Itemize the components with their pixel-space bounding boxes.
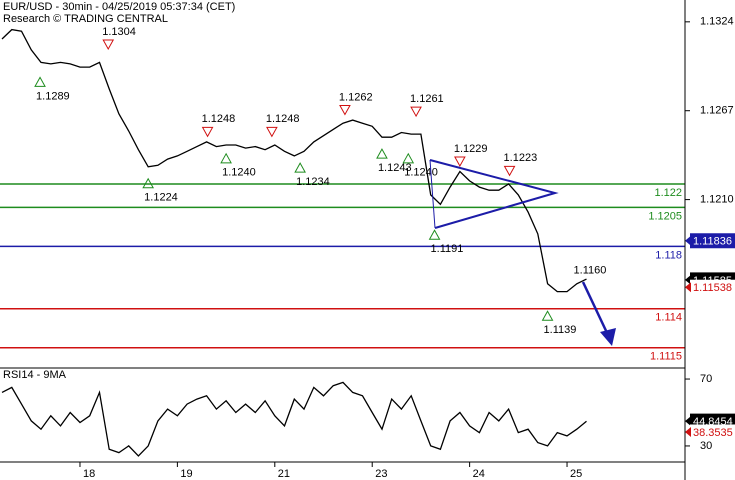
swing-label: 1.1243 — [378, 162, 412, 174]
chart-title: EUR/USD - 30min - 04/25/2019 05:37:34 (C… — [3, 1, 235, 13]
x-tick-label: 24 — [473, 468, 485, 480]
x-tick-label: 18 — [83, 468, 95, 480]
swing-label: 1.1234 — [296, 176, 330, 188]
swing-high-marker — [339, 105, 351, 116]
swing-label: 1.1229 — [454, 143, 488, 155]
price-tag — [690, 424, 735, 440]
price-tag-pointer — [685, 426, 691, 437]
price-tag-pointer — [685, 416, 691, 427]
panel-title: RSI14 - 9MA — [3, 369, 67, 381]
price-line — [1, 381, 587, 457]
level-label: 1.1115 — [650, 351, 682, 363]
swing-low-marker — [376, 148, 388, 159]
swing-label: 1.1240 — [404, 167, 438, 179]
swing-low-marker — [541, 310, 554, 321]
price-tag — [690, 233, 735, 249]
swing-low-marker — [294, 162, 306, 173]
price-tag-label: 38.3535 — [693, 427, 733, 439]
level-label: 1.118 — [655, 249, 682, 261]
x-tick-label: 23 — [375, 468, 387, 480]
swing-label: 1.1261 — [410, 93, 444, 105]
swing-high-marker — [503, 165, 516, 177]
swing-label: 1.1248 — [266, 113, 300, 125]
x-tick-label: 21 — [278, 468, 290, 480]
price-line — [1, 28, 587, 293]
level-label: 1.1205 — [648, 210, 682, 222]
swing-low-marker — [142, 177, 155, 189]
swing-high-marker — [454, 156, 466, 167]
swing-low-marker — [402, 152, 415, 164]
price-tag-pointer — [685, 235, 691, 246]
x-tick-label: 25 — [570, 468, 582, 480]
y-tick-label: 1.1324 — [700, 16, 734, 28]
level-label: 1.114 — [655, 312, 682, 324]
swing-high-marker — [410, 106, 422, 118]
swing-label: 1.1289 — [36, 90, 70, 102]
swing-low-marker — [428, 229, 441, 240]
price-tag-pointer — [685, 282, 691, 293]
swing-label: 1.1224 — [144, 192, 178, 204]
forecast-arrow-head — [600, 328, 616, 346]
swing-high-marker — [266, 126, 278, 138]
swing-label: 1.1223 — [504, 152, 538, 164]
swing-label: 1.1139 — [544, 324, 577, 336]
price-tag-label: 1.11538 — [693, 282, 732, 294]
y-tick-label: 70 — [700, 373, 712, 385]
swing-high-marker — [201, 126, 214, 138]
swing-label: 1.1262 — [339, 91, 373, 103]
y-tick-label: 30 — [700, 440, 712, 452]
chart-subtitle: Research © TRADING CENTRAL — [3, 13, 168, 25]
x-tick-label: 19 — [180, 468, 192, 480]
swing-label: 1.1240 — [222, 167, 256, 179]
forecast-arrow — [581, 281, 610, 336]
swing-label: 1.1191 — [431, 243, 464, 255]
y-tick-label: 1.1210 — [700, 193, 734, 205]
price-tag-pointer — [685, 274, 691, 285]
level-label: 1.122 — [654, 187, 682, 199]
swing-label: 1.1248 — [202, 113, 236, 125]
triangle-pattern — [429, 159, 559, 229]
swing-label: 1.1304 — [102, 26, 136, 38]
swing-low-marker — [34, 76, 46, 87]
swing-low-marker — [220, 152, 232, 164]
price-tag — [690, 279, 735, 295]
triangle-pattern — [429, 159, 436, 229]
plot-layers: 1.1324 1.1267 1.1210 1.122 1.1205 1.118 1.114 1… — [0, 16, 735, 480]
swing-label: 1.1160 — [574, 264, 607, 276]
swing-high-marker — [102, 39, 115, 51]
price-tag-label: 1.11836 — [693, 236, 732, 248]
y-tick-label: 1.1267 — [700, 105, 734, 117]
